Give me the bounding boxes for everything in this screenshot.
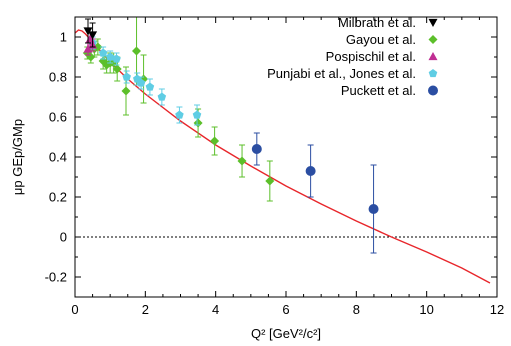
x-tick-label: 6	[282, 302, 289, 317]
series-circle	[251, 132, 379, 254]
data-point	[105, 52, 115, 61]
legend-label: Milbrath et al.	[338, 15, 416, 30]
fit-curve	[75, 29, 491, 284]
legend-marker	[428, 85, 438, 96]
data-point	[122, 72, 131, 81]
y-tick-label: 0.4	[49, 150, 67, 165]
y-tick-label: 0.6	[49, 110, 67, 125]
legend-label: Gayou et al.	[346, 32, 416, 47]
data-point	[145, 82, 155, 91]
y-axis-title: μp GEp/GMp	[10, 119, 25, 195]
data-point	[368, 204, 379, 214]
series-diamond	[82, 16, 275, 202]
plot-area	[75, 16, 497, 284]
legend-marker	[428, 52, 438, 61]
data-point	[157, 92, 167, 101]
y-tick-label: 0.8	[49, 70, 67, 85]
data-point	[192, 110, 202, 119]
x-tick-label: 0	[71, 302, 78, 317]
axes: 0 2 4 6 8 10 12 -0.2 0 0.2 0.4 0.6 0.8 1 Q² [GeV²/c²] μ…	[10, 16, 504, 341]
data-point	[305, 166, 316, 176]
legend-marker	[428, 35, 438, 44]
legend-label: Puckett et al.	[341, 83, 416, 98]
data-point	[88, 31, 98, 40]
data-point	[112, 54, 121, 63]
legend: Milbrath et al. Gayou et al. Pospischil et…	[267, 15, 438, 98]
legend-marker	[428, 69, 438, 78]
data-point	[193, 118, 203, 128]
data-point	[132, 46, 141, 56]
data-point	[136, 78, 146, 87]
x-tick-label: 2	[142, 302, 149, 317]
legend-label: Punjabi et al., Jones et al.	[267, 66, 416, 81]
x-tick-label: 8	[353, 302, 360, 317]
data-point	[112, 64, 122, 74]
y-tick-label: 1	[60, 30, 67, 45]
series-pentagon	[88, 36, 202, 126]
data-point	[98, 48, 108, 57]
series-triangle-down	[83, 18, 98, 48]
x-tick-label: 12	[490, 302, 504, 317]
data-point	[251, 144, 262, 154]
legend-marker	[428, 18, 438, 27]
y-tick-label: -0.2	[45, 270, 67, 285]
y-tick-label: 0	[60, 230, 67, 245]
x-tick-label: 10	[419, 302, 433, 317]
y-tick-label: 0.2	[49, 190, 67, 205]
data-point	[83, 27, 93, 36]
data-point	[237, 156, 247, 166]
data-point	[121, 86, 131, 96]
data-point	[265, 176, 275, 186]
legend-label: Pospischil et al.	[326, 49, 416, 64]
data-point	[210, 136, 220, 146]
x-axis-title: Q² [GeV²/c²]	[251, 326, 321, 341]
data-point	[175, 110, 184, 119]
x-tick-label: 4	[212, 302, 219, 317]
